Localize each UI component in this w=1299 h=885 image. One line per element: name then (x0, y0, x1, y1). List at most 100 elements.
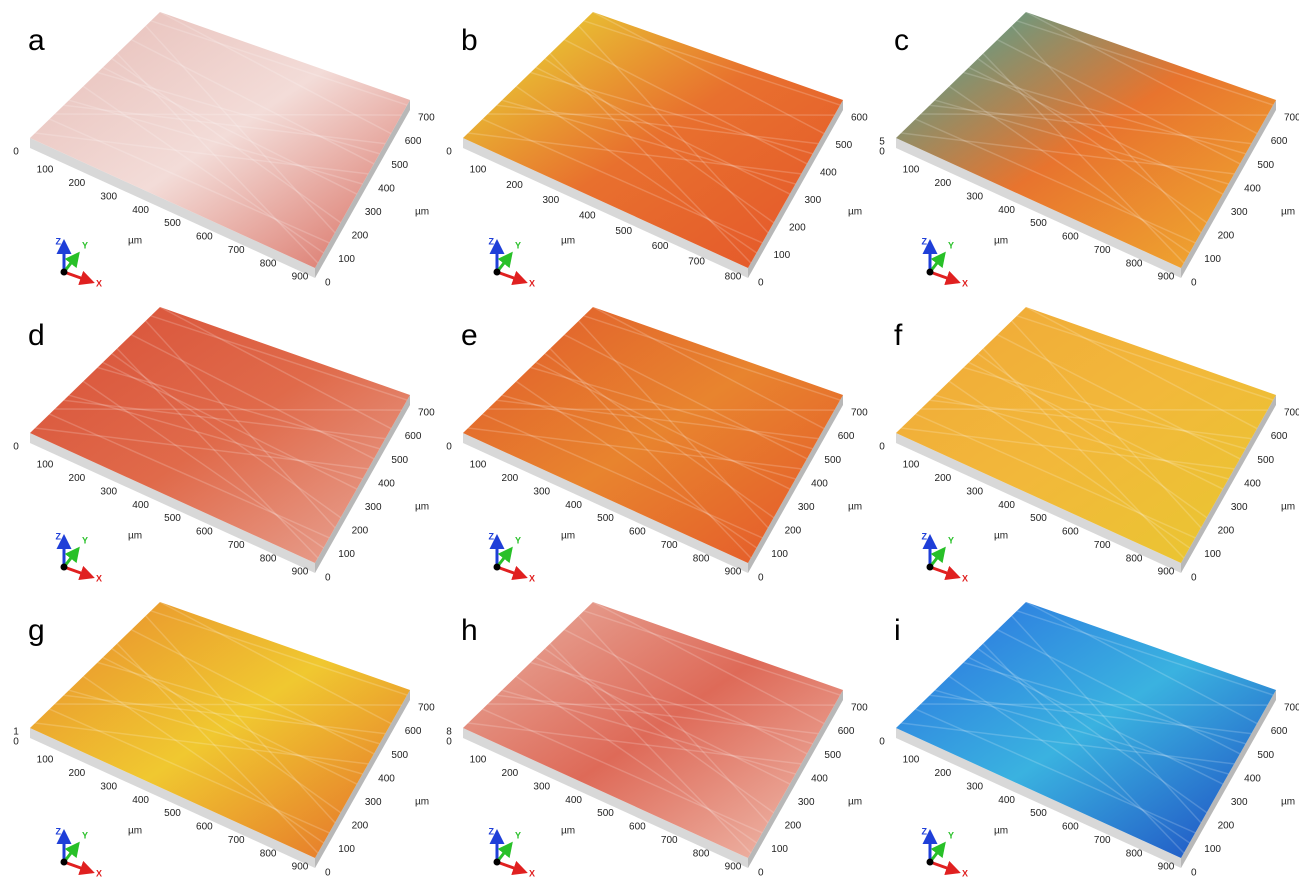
x-tick-label: 500 (164, 808, 181, 819)
y-unit: µm (848, 797, 862, 808)
texture (49, 708, 330, 834)
x-tick-label: 300 (533, 486, 550, 497)
surface (30, 602, 410, 858)
x-tick-label: 600 (196, 527, 213, 538)
x-tick-label: 300 (100, 781, 117, 792)
texture (468, 427, 802, 470)
x-tick-label: 300 (100, 486, 117, 497)
y-tick-label: 0 (1191, 278, 1197, 289)
texture (515, 85, 757, 254)
texture (102, 656, 358, 785)
texture (54, 703, 402, 706)
slab-left (896, 433, 1181, 573)
axis-z-label: Z (56, 531, 62, 541)
x-tick-label: 500 (597, 513, 614, 524)
axis-x (929, 270, 961, 286)
x-tick-label: 600 (629, 822, 646, 833)
axis-x-label: X (529, 573, 535, 583)
panel: a 0 100 200 300 400 500 600 700 800 900 µm 0 100 200 30… (13, 11, 435, 289)
x-tick-label: 500 (597, 808, 614, 819)
x-unit: µm (994, 236, 1008, 247)
y-unit: µm (1281, 797, 1295, 808)
slab-right (748, 395, 843, 573)
panel: i 0 100 200 300 400 500 600 700 800 900 µm 0 100 200 30… (879, 601, 1299, 879)
texture (929, 104, 1252, 145)
x-tick-label: 900 (1158, 567, 1175, 578)
y-tick-label: 500 (1257, 160, 1274, 171)
x-tick-label: 700 (688, 256, 705, 267)
x-tick-label: 900 (725, 862, 742, 873)
panel-label: c (894, 24, 909, 57)
texture (487, 113, 835, 116)
panel-label: b (461, 24, 478, 57)
surface (896, 12, 1276, 268)
x-tick-label: 500 (164, 218, 181, 229)
y-tick-label: 700 (418, 408, 435, 419)
axis-x (496, 860, 528, 876)
y-tick-label: 100 (774, 250, 791, 261)
y-tick-label: 0 (325, 278, 331, 289)
y-tick-label: 200 (789, 223, 806, 234)
texture (102, 66, 358, 195)
axis-z-label: Z (489, 826, 495, 836)
y-tick-label: 700 (1284, 113, 1299, 124)
texture (963, 366, 1246, 450)
texture (535, 361, 791, 490)
texture (501, 394, 796, 480)
y-tick-label: 600 (1271, 726, 1288, 737)
x-tick-label: 400 (998, 205, 1015, 216)
axis-y-label: Y (948, 535, 954, 545)
texture (68, 394, 363, 480)
z-tick-label: 0 (879, 147, 885, 158)
slab-left (896, 728, 1181, 868)
axis-y (62, 251, 80, 273)
texture (496, 104, 819, 145)
x-tick-label: 300 (966, 486, 983, 497)
y-tick-label: 100 (1204, 844, 1221, 855)
texture (544, 58, 775, 224)
y-unit: µm (415, 207, 429, 218)
texture (968, 66, 1224, 195)
slab-right (315, 395, 410, 573)
axis-x (929, 860, 961, 876)
texture (530, 661, 813, 745)
texture (82, 85, 324, 254)
y-tick-label: 500 (836, 140, 853, 151)
texture (131, 629, 375, 755)
texture (535, 66, 791, 195)
y-tick-label: 100 (1204, 254, 1221, 265)
texture (564, 629, 808, 755)
y-tick-label: 600 (405, 726, 422, 737)
texture (915, 118, 1196, 244)
texture (68, 99, 363, 185)
texture (63, 694, 386, 735)
slab-right (1181, 395, 1276, 573)
axis-origin (493, 858, 501, 866)
texture (1016, 20, 1274, 106)
axis-origin (60, 268, 68, 276)
slab-left (30, 728, 315, 868)
texture (35, 427, 369, 470)
x-tick-label: 900 (1158, 272, 1175, 283)
texture (929, 694, 1252, 735)
y-tick-label: 500 (391, 455, 408, 466)
y-unit: µm (415, 797, 429, 808)
x-tick-label: 100 (903, 460, 920, 471)
y-tick-label: 0 (1191, 573, 1197, 584)
texture (583, 20, 841, 106)
axis-x (496, 270, 528, 286)
texture (54, 408, 402, 411)
axis-y (928, 841, 946, 863)
texture (1025, 11, 1258, 135)
texture (1025, 306, 1258, 430)
y-tick-label: 300 (1231, 502, 1248, 513)
axis-z-label: Z (489, 531, 495, 541)
slab-left (463, 728, 748, 868)
x-tick-label: 600 (629, 527, 646, 538)
panel-label: a (28, 24, 45, 57)
axis-z-label: Z (922, 531, 928, 541)
axis-x (496, 565, 528, 581)
z-tick-label: 1 (13, 727, 19, 738)
texture (35, 722, 369, 765)
